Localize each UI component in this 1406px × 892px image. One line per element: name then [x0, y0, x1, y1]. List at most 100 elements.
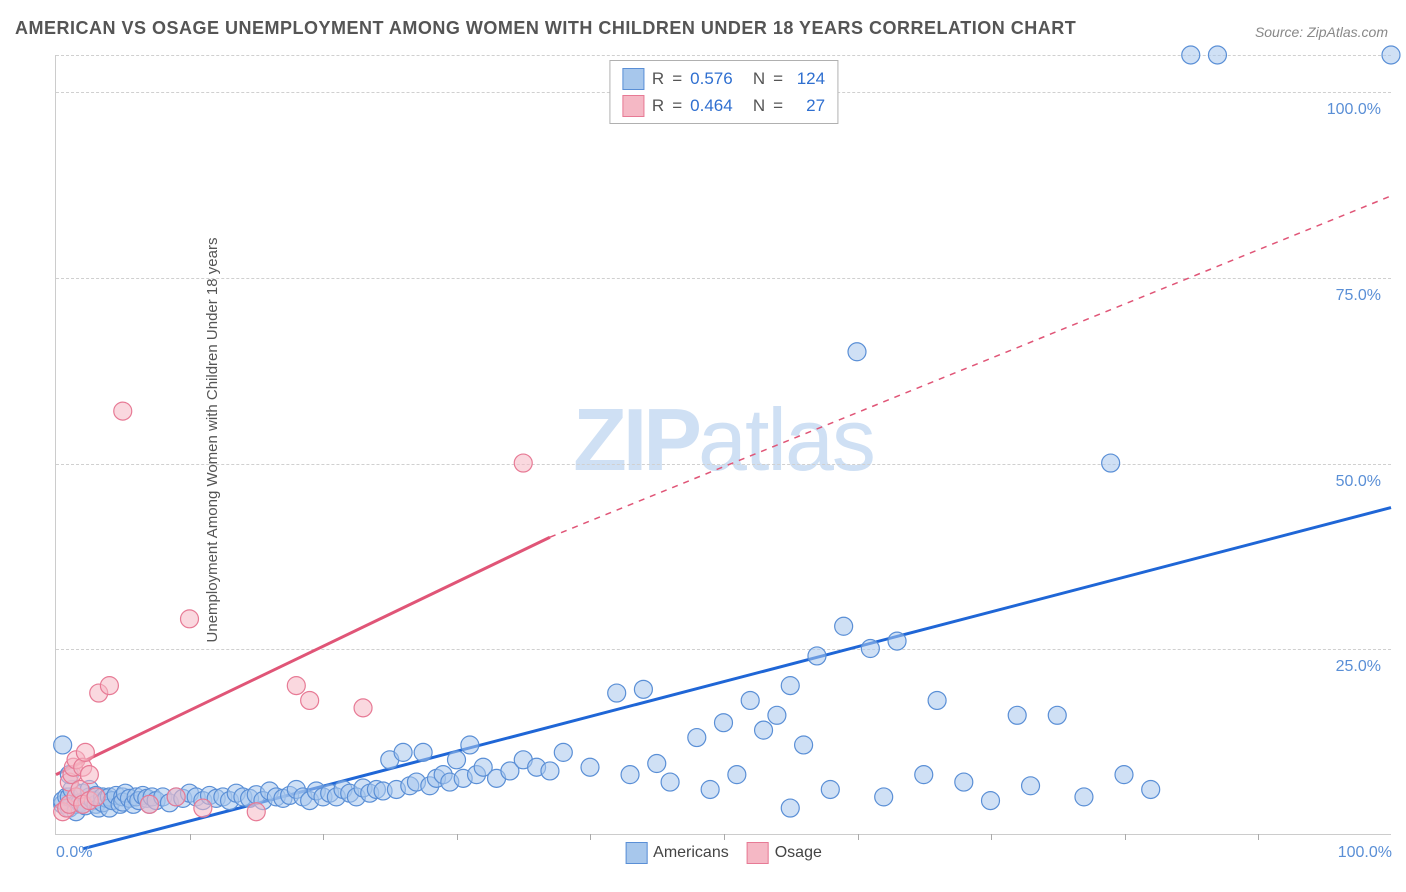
- legend-item: Osage: [747, 842, 822, 864]
- data-point: [114, 402, 132, 420]
- stat-n-value: 27: [791, 92, 825, 119]
- data-point: [1208, 46, 1226, 64]
- data-point: [1115, 766, 1133, 784]
- trend-lines: [56, 196, 1391, 849]
- data-point: [354, 699, 372, 717]
- swatch: [625, 842, 647, 864]
- swatch: [622, 68, 644, 90]
- data-point: [621, 766, 639, 784]
- stat-r-value: 0.464: [690, 92, 740, 119]
- data-point: [1102, 454, 1120, 472]
- data-point: [688, 729, 706, 747]
- data-point: [100, 677, 118, 695]
- data-point: [634, 680, 652, 698]
- data-point: [287, 677, 305, 695]
- eq: =: [672, 92, 682, 119]
- data-point: [715, 714, 733, 732]
- stat-r-value: 0.576: [690, 65, 740, 92]
- x-minor-tick: [858, 834, 859, 840]
- data-point: [608, 684, 626, 702]
- legend-item: Americans: [625, 842, 729, 864]
- stat-n-label: N: [748, 92, 765, 119]
- swatch: [622, 95, 644, 117]
- data-point: [648, 755, 666, 773]
- data-point: [167, 788, 185, 806]
- data-point: [461, 736, 479, 754]
- data-point: [928, 691, 946, 709]
- x-tick-label: 100.0%: [1338, 844, 1392, 862]
- data-point: [514, 454, 532, 472]
- data-point: [301, 691, 319, 709]
- y-tick-label: 75.0%: [1336, 287, 1381, 305]
- x-minor-tick: [190, 834, 191, 840]
- y-tick-label: 25.0%: [1336, 658, 1381, 676]
- eq: =: [773, 92, 783, 119]
- stat-r-label: R: [652, 92, 664, 119]
- data-point: [1048, 706, 1066, 724]
- data-point: [795, 736, 813, 754]
- source-label: Source:: [1255, 24, 1303, 40]
- stats-row: R = 0.576 N = 124: [622, 65, 825, 92]
- data-point: [76, 743, 94, 761]
- data-point: [80, 766, 98, 784]
- x-minor-tick: [724, 834, 725, 840]
- data-point: [247, 803, 265, 821]
- data-point: [728, 766, 746, 784]
- swatch: [747, 842, 769, 864]
- data-point: [768, 706, 786, 724]
- data-point: [861, 640, 879, 658]
- legend-label: Osage: [775, 844, 822, 862]
- eq: =: [773, 65, 783, 92]
- data-point: [194, 799, 212, 817]
- chart-title: AMERICAN VS OSAGE UNEMPLOYMENT AMONG WOM…: [15, 18, 1076, 39]
- stat-r-label: R: [652, 65, 664, 92]
- data-point: [414, 743, 432, 761]
- eq: =: [672, 65, 682, 92]
- plot-area: ZIPatlas R=0.576 N=124R=0.464 N=27 25.0%…: [55, 55, 1391, 835]
- source-attribution: Source: ZipAtlas.com: [1255, 24, 1388, 40]
- y-tick-label: 50.0%: [1336, 473, 1381, 491]
- data-point: [1142, 780, 1160, 798]
- stats-row: R = 0.464 N = 27: [622, 92, 825, 119]
- data-point: [701, 780, 719, 798]
- data-point: [181, 610, 199, 628]
- data-point: [1008, 706, 1026, 724]
- data-point: [848, 343, 866, 361]
- x-minor-tick: [590, 834, 591, 840]
- data-point: [821, 780, 839, 798]
- data-point: [982, 792, 1000, 810]
- data-point: [448, 751, 466, 769]
- x-tick-label: 0.0%: [56, 844, 92, 862]
- data-point: [541, 762, 559, 780]
- data-point: [554, 743, 572, 761]
- data-point: [888, 632, 906, 650]
- data-point: [835, 617, 853, 635]
- data-point: [394, 743, 412, 761]
- plot-svg: [56, 55, 1391, 834]
- data-point: [87, 788, 105, 806]
- data-point: [581, 758, 599, 776]
- x-minor-tick: [991, 834, 992, 840]
- legend: Americans Osage: [625, 842, 822, 864]
- data-point: [140, 795, 158, 813]
- legend-label: Americans: [653, 844, 729, 862]
- data-point: [875, 788, 893, 806]
- data-point: [741, 691, 759, 709]
- x-minor-tick: [1258, 834, 1259, 840]
- data-point: [1022, 777, 1040, 795]
- data-point: [955, 773, 973, 791]
- scatter-americans: [54, 46, 1400, 821]
- y-tick-label: 100.0%: [1327, 101, 1381, 119]
- data-point: [54, 736, 72, 754]
- x-minor-tick: [457, 834, 458, 840]
- data-point: [1382, 46, 1400, 64]
- source-value: ZipAtlas.com: [1307, 24, 1388, 40]
- stat-n-label: N: [748, 65, 765, 92]
- data-point: [808, 647, 826, 665]
- x-minor-tick: [323, 834, 324, 840]
- data-point: [781, 799, 799, 817]
- data-point: [661, 773, 679, 791]
- data-point: [1182, 46, 1200, 64]
- stat-n-value: 124: [791, 65, 825, 92]
- data-point: [781, 677, 799, 695]
